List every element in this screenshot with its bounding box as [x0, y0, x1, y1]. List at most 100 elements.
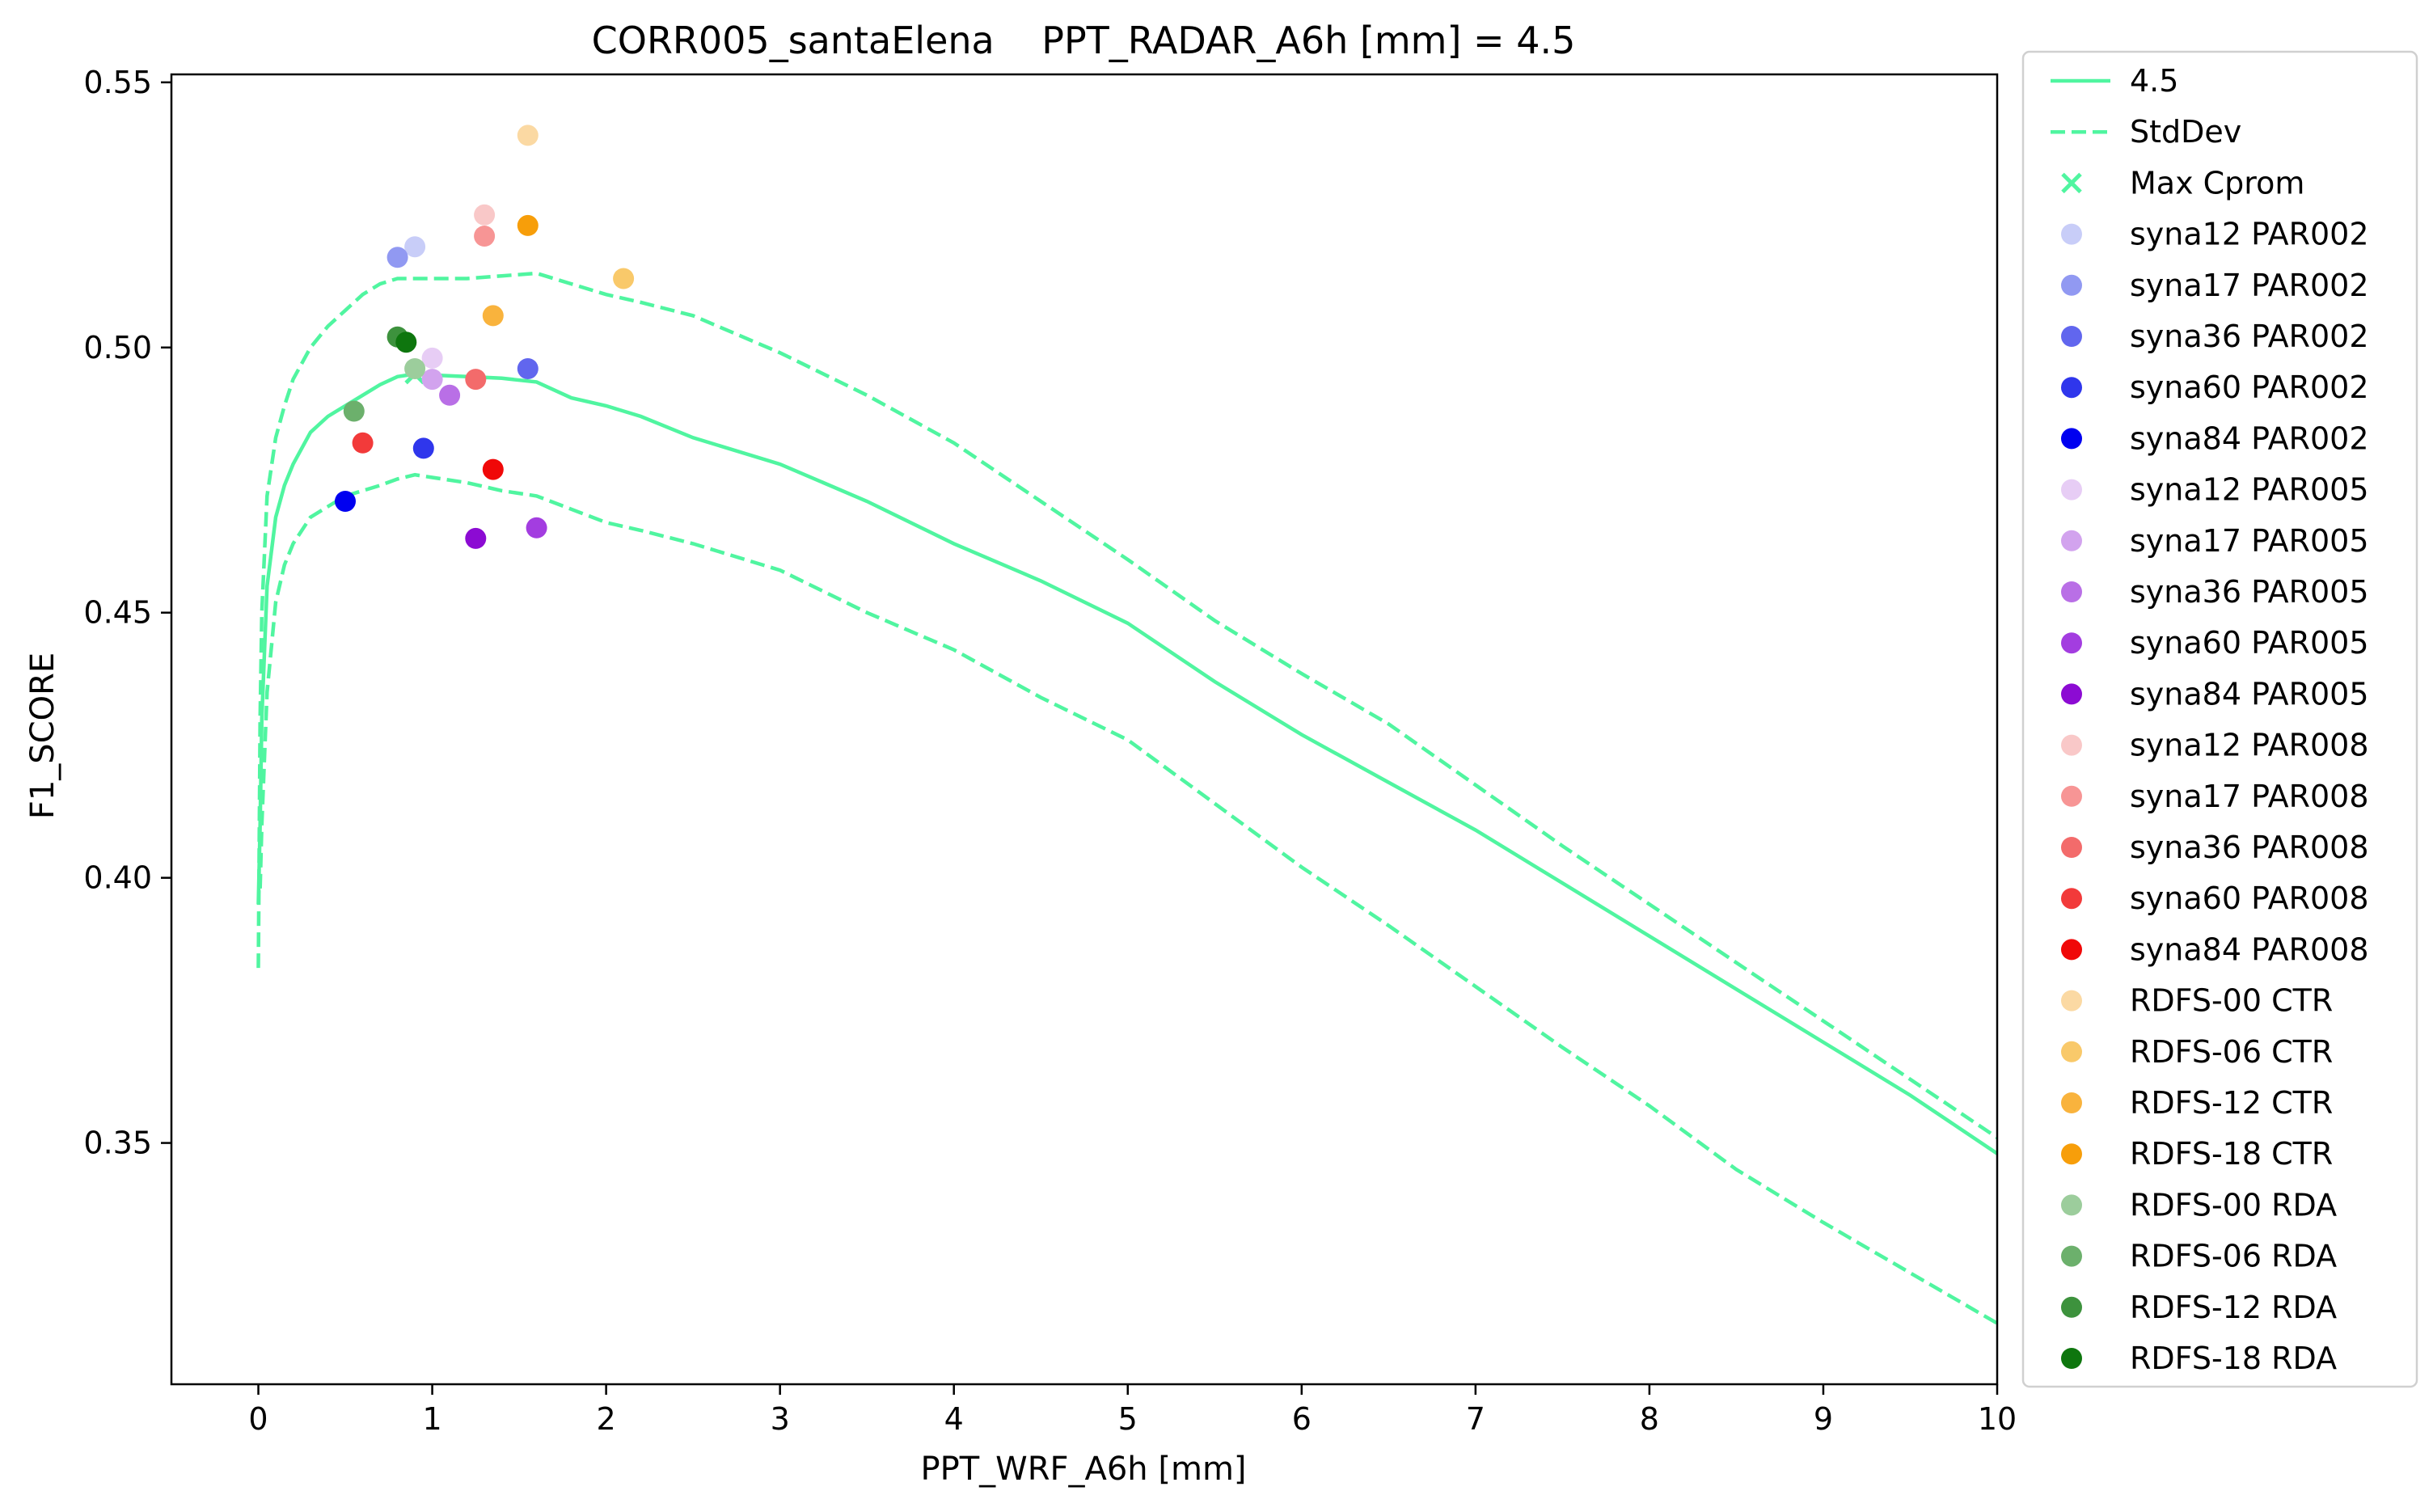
legend-item: syna36 PAR002 — [2061, 319, 2369, 354]
legend-item: syna84 PAR008 — [2061, 931, 2369, 967]
legend-item: syna12 PAR008 — [2061, 728, 2369, 763]
legend-item: RDFS-00 RDA — [2061, 1187, 2337, 1223]
x-tick-label: 10 — [1978, 1401, 2017, 1437]
scatter-point-syna17-par005 — [421, 369, 443, 391]
scatter-point-rdfs-18-ctr — [517, 214, 539, 236]
legend-label: RDFS-06 CTR — [2130, 1034, 2333, 1070]
scatter-point-syna12-par008 — [474, 204, 496, 226]
legend-x-swatch — [2061, 172, 2082, 194]
scatter-point-syna60-par008 — [352, 432, 374, 454]
legend-dot-swatch — [2061, 1092, 2082, 1113]
legend-label: syna12 PAR008 — [2130, 728, 2369, 763]
legend-dot-swatch — [2061, 223, 2082, 245]
scatter-point-syna17-par002 — [386, 247, 408, 268]
legend-label: 4.5 — [2130, 63, 2178, 99]
y-tick-label: 0.45 — [83, 595, 152, 631]
legend-item: RDFS-18 CTR — [2061, 1136, 2333, 1172]
x-tick-label: 6 — [1292, 1401, 1312, 1437]
legend-dot-swatch — [2061, 734, 2082, 756]
legend-frame — [2021, 50, 2418, 1388]
stddev-line-2 — [258, 472, 1997, 1325]
x-tick-label: 1 — [422, 1401, 441, 1437]
legend-item: StdDev — [2051, 114, 2241, 150]
legend-item: syna84 PAR002 — [2061, 420, 2369, 456]
legend-label: syna36 PAR008 — [2130, 830, 2369, 865]
legend-label: RDFS-00 RDA — [2130, 1187, 2337, 1223]
legend-item: Max Cprom — [2061, 165, 2304, 201]
scatter-point-syna12-par005 — [421, 347, 443, 369]
y-tick-label: 0.50 — [83, 330, 152, 365]
legend-item: RDFS-06 CTR — [2061, 1034, 2333, 1070]
legend-dot-swatch — [2061, 888, 2082, 910]
x-axis-label: PPT_WRF_A6h [mm] — [920, 1451, 1246, 1488]
legend-label: RDFS-18 RDA — [2130, 1341, 2337, 1376]
legend-label: StdDev — [2130, 114, 2241, 150]
legend-dot-swatch — [2061, 1041, 2082, 1062]
legend-dot-swatch — [2061, 479, 2082, 500]
legend-item: RDFS-12 CTR — [2061, 1085, 2333, 1121]
scatter-point-rdfs-12-ctr — [482, 305, 504, 327]
legend-dot-swatch — [2061, 837, 2082, 858]
plot-frame — [170, 73, 1999, 1386]
legend-dot-swatch — [2061, 428, 2082, 450]
legend-label: syna60 PAR002 — [2130, 370, 2369, 405]
scatter-point-rdfs-18-rda — [395, 332, 417, 353]
chart-title: CORR005_santaElena PPT_RADAR_A6h [mm] = … — [592, 19, 1576, 62]
legend-label: Max Cprom — [2130, 165, 2304, 201]
legend-dot-swatch — [2061, 1143, 2082, 1165]
scatter-point-syna12-par002 — [404, 236, 426, 258]
legend-dot-swatch — [2061, 530, 2082, 551]
legend-item: RDFS-06 RDA — [2061, 1239, 2337, 1274]
legend-dot-swatch — [2061, 632, 2082, 654]
scatter-point-rdfs-00-ctr — [517, 125, 539, 146]
x-tick-label: 4 — [944, 1401, 964, 1437]
x-tick-label: 9 — [1814, 1401, 1833, 1437]
scatter-point-rdfs-06-rda — [343, 400, 365, 422]
y-tick-label: 0.40 — [83, 860, 152, 896]
y-tick-label: 0.35 — [83, 1126, 152, 1161]
x-axis-ticks: 0 1 2 3 4 5 6 7 8 9 10 — [248, 1384, 2017, 1437]
y-axis-ticks: 0.35 0.40 0.45 0.50 0.55 — [83, 65, 171, 1161]
scatter-point-rdfs-00-rda — [404, 358, 426, 379]
scatter-point-syna60-par005 — [526, 517, 547, 538]
legend-item: syna60 PAR002 — [2061, 370, 2369, 405]
legend-label: syna17 PAR005 — [2130, 523, 2369, 559]
legend-label: RDFS-12 RDA — [2130, 1290, 2337, 1325]
legend-label: RDFS-12 CTR — [2130, 1085, 2333, 1121]
legend-item: RDFS-18 RDA — [2061, 1341, 2337, 1376]
legend-label: syna12 PAR002 — [2130, 217, 2369, 252]
legend-label: syna36 PAR005 — [2130, 574, 2369, 610]
legend-dot-swatch — [2061, 377, 2082, 399]
x-tick-label: 8 — [1640, 1401, 1659, 1437]
legend-dot-swatch — [2061, 274, 2082, 296]
scatter-point-syna84-par002 — [335, 491, 356, 512]
legend-dot-swatch — [2061, 1194, 2082, 1216]
legend-label: syna84 PAR005 — [2130, 676, 2369, 712]
legend-item: syna17 PAR008 — [2061, 779, 2369, 814]
legend-dot-swatch — [2061, 785, 2082, 807]
legend-dot-swatch — [2061, 1245, 2082, 1267]
legend-label: syna84 PAR008 — [2130, 931, 2369, 967]
scatter-point-syna84-par005 — [465, 527, 487, 549]
legend-label: syna84 PAR002 — [2130, 420, 2369, 456]
legend: 4.5 StdDev Max Cprom syna12 PAR002 syna17 PA… — [2021, 50, 2418, 1388]
legend-item: RDFS-12 RDA — [2061, 1290, 2337, 1325]
legend-label: syna17 PAR002 — [2130, 268, 2369, 303]
x-tick-label: 0 — [248, 1401, 268, 1437]
legend-dot-swatch — [2061, 683, 2082, 705]
legend-item: syna36 PAR008 — [2061, 830, 2369, 865]
stddev-line-1 — [256, 271, 1997, 1139]
mean-line — [256, 372, 1997, 1155]
legend-item: syna17 PAR002 — [2061, 268, 2369, 303]
legend-item: syna84 PAR005 — [2061, 676, 2369, 712]
legend-label: RDFS-06 RDA — [2130, 1239, 2337, 1274]
scatter-point-syna17-par008 — [474, 226, 496, 247]
scatter-point-syna36-par002 — [517, 358, 539, 379]
legend-label: syna36 PAR002 — [2130, 319, 2369, 354]
legend-label: syna12 PAR005 — [2130, 472, 2369, 508]
x-tick-label: 5 — [1118, 1401, 1138, 1437]
legend-dot-swatch — [2061, 581, 2082, 602]
legend-item: 4.5 — [2051, 63, 2178, 99]
y-tick-label: 0.55 — [83, 65, 152, 100]
